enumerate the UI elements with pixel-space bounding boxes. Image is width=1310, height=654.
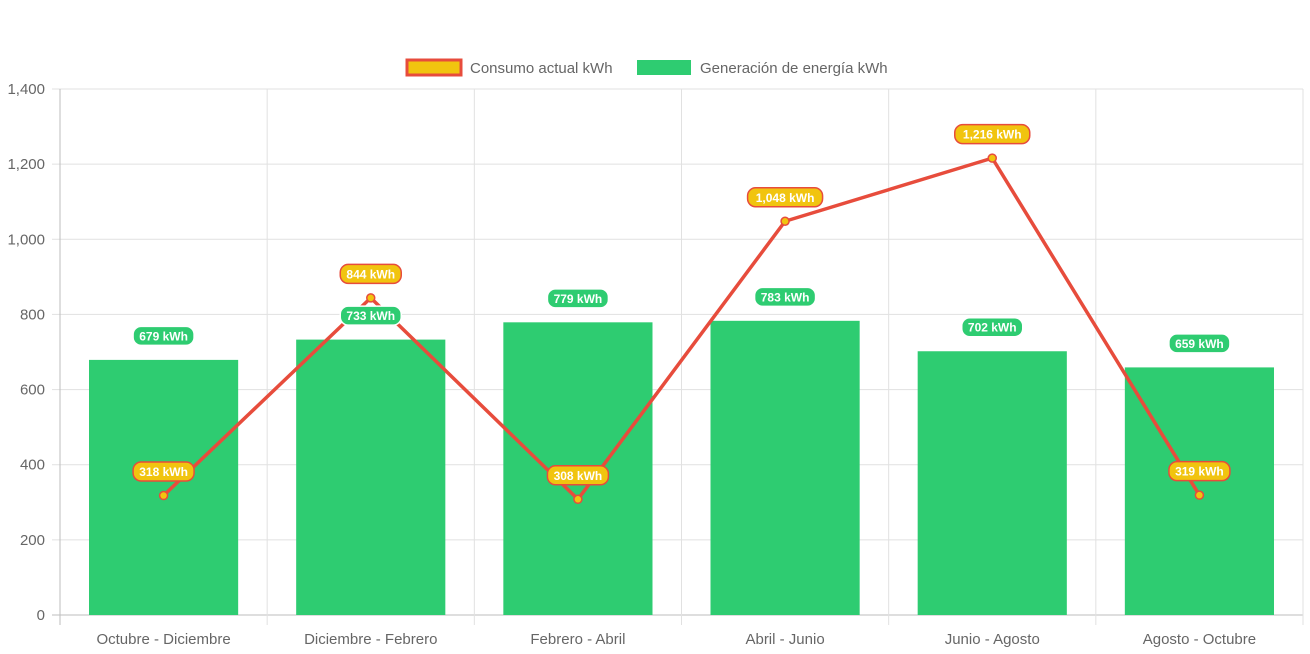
bar-data-label-bg — [1168, 333, 1231, 354]
line-data-label: 844 kWh — [346, 267, 395, 281]
line-data-label: 319 kWh — [1175, 465, 1224, 479]
line-data-label-bg — [546, 465, 610, 486]
line-point[interactable] — [780, 216, 790, 227]
bar-data-label-bg — [546, 288, 610, 309]
bar-data-label: 783 kWh — [761, 290, 810, 304]
line-data-label: 308 kWh — [554, 469, 603, 483]
legend-swatch-consumo[interactable] — [405, 58, 463, 77]
line-point[interactable] — [158, 490, 169, 501]
bar[interactable] — [89, 359, 239, 615]
y-tick-label: 0 — [37, 607, 45, 624]
data-labels: 679 kWh 733 kWh 779 kWh 783 kWh 702 kWh 659 k… — [132, 123, 1231, 486]
bar[interactable] — [917, 351, 1067, 615]
legend-swatch-generacion[interactable] — [637, 60, 691, 75]
line-data-label-bg — [339, 263, 402, 285]
line-point[interactable] — [987, 153, 997, 163]
line-data-label-bg — [1168, 460, 1231, 482]
bar-data-label: 659 kWh — [1175, 337, 1224, 351]
x-tick-label: Diciembre - Febrero — [304, 631, 437, 648]
line-data-label: 1,048 kWh — [756, 191, 815, 205]
line-path — [162, 156, 1201, 502]
bar-series — [89, 320, 1274, 615]
bar-data-label-bg — [339, 305, 402, 326]
bar-data-label: 733 kWh — [346, 309, 395, 323]
line-point[interactable] — [1194, 490, 1205, 500]
line-data-label-bg — [132, 461, 195, 482]
bar-data-label-bg — [961, 316, 1024, 338]
x-tick-label: Junio - Agosto — [945, 631, 1040, 648]
legend-label-consumo[interactable]: Consumo actual kWh — [470, 60, 613, 77]
y-tick-label: 600 — [20, 382, 45, 399]
bar-data-label: 702 kWh — [968, 321, 1017, 335]
y-tick-label: 400 — [20, 457, 45, 474]
bar-data-label: 679 kWh — [139, 329, 188, 343]
line-data-label: 318 kWh — [139, 465, 188, 479]
line-point[interactable] — [366, 293, 376, 303]
y-tick-label: 1,400 — [7, 81, 45, 98]
legend-label-generacion[interactable]: Generación de energía kWh — [700, 60, 888, 77]
y-tick-label: 1,000 — [7, 231, 45, 248]
y-tick-label: 200 — [20, 532, 45, 549]
line-point[interactable] — [573, 494, 583, 505]
line-series — [158, 153, 1205, 505]
bar[interactable] — [710, 320, 860, 615]
line-data-label-bg — [746, 187, 824, 208]
x-tick-label: Octubre - Diciembre — [96, 631, 230, 648]
line-data-label: 1,216 kWh — [963, 128, 1022, 142]
bar-data-label: 779 kWh — [554, 292, 603, 306]
x-tick-label: Agosto - Octubre — [1143, 631, 1256, 648]
x-tick-label: Febrero - Abril — [530, 631, 625, 648]
axes: 0 200 400 600 800 1,000 1,200 1,400 Octubre - Di… — [7, 81, 1256, 648]
bar-data-label-bg — [132, 325, 195, 347]
y-tick-label: 1,200 — [7, 156, 45, 173]
grid-lines — [52, 88, 1304, 625]
bar[interactable] — [296, 339, 446, 615]
x-tick-label: Abril - Junio — [745, 631, 824, 648]
bar-data-label-bg — [753, 286, 817, 308]
line-data-label-bg — [954, 123, 1031, 145]
y-tick-label: 800 — [20, 306, 45, 323]
legend: Consumo actual kWh Generación de energía… — [405, 58, 888, 77]
